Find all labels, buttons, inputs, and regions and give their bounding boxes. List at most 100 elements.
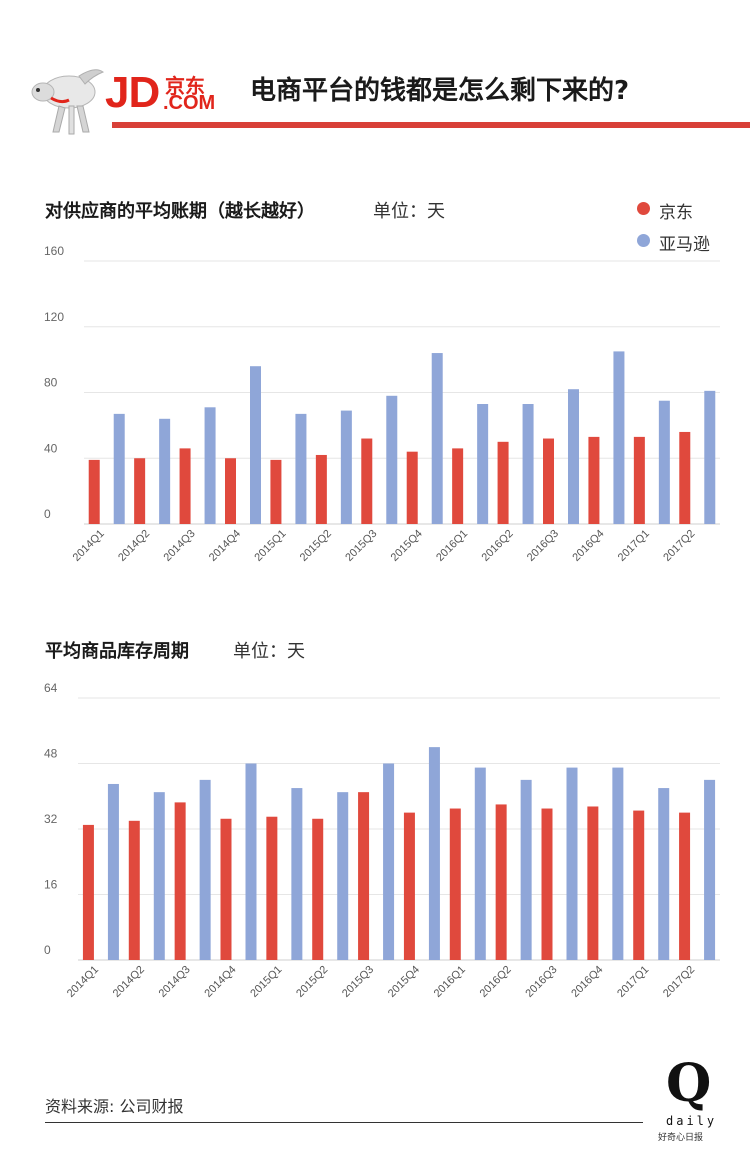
x-tick-label: 2016Q2 <box>478 964 514 1000</box>
bar-amazon <box>245 763 257 960</box>
legend-label-jd: 京东 <box>659 203 693 223</box>
y-tick-label: 0 <box>44 507 51 521</box>
bar-amazon <box>153 792 165 960</box>
bar-jd <box>174 802 186 960</box>
header-divider <box>112 122 750 128</box>
y-tick-label: 160 <box>44 244 64 258</box>
logo-cn-text: 京东 <box>165 74 205 98</box>
bar-amazon <box>337 792 349 960</box>
x-tick-label: 2017Q2 <box>661 964 697 1000</box>
bar-jd <box>225 458 236 524</box>
bar-amazon <box>568 389 579 524</box>
bar-amazon <box>704 390 716 524</box>
qdaily-logo: Q daily 好奇心日报 <box>652 1053 714 1148</box>
bar-jd <box>449 808 461 960</box>
bar-jd <box>266 816 278 960</box>
bar-jd <box>633 436 645 524</box>
y-tick-label: 0 <box>44 943 51 957</box>
bar-amazon <box>477 404 489 524</box>
x-tick-label: 2014Q1 <box>65 964 101 1000</box>
bar-jd <box>588 436 600 524</box>
bar-jd <box>403 812 415 960</box>
bar-amazon <box>474 767 486 960</box>
brand-cn-text: 好奇心日报 <box>658 1133 704 1143</box>
bar-amazon <box>612 767 624 960</box>
bar-jd <box>497 441 509 524</box>
y-tick-label: 16 <box>44 878 58 892</box>
chart-inventory-days: 0 16 32 48 64 2014Q1 2014Q2 2014Q3 2014Q4 2015Q1 2… <box>44 681 720 1000</box>
bar-amazon <box>658 400 670 524</box>
x-tick-label: 2016Q1 <box>432 964 468 1000</box>
bar-jd <box>128 820 140 960</box>
page-title: 电商平台的钱都是怎么剩下来的? <box>250 76 630 106</box>
x-tick-label: 2016Q4 <box>569 964 605 1000</box>
bar-amazon <box>250 366 261 524</box>
legend-dot-jd <box>637 202 650 215</box>
bar-amazon <box>295 413 307 524</box>
y-tick-label: 64 <box>44 681 58 695</box>
bar-jd <box>679 431 691 524</box>
bar-amazon <box>386 395 398 524</box>
legend-label-amazon: 亚马逊 <box>659 235 710 255</box>
brand-daily-text: daily <box>666 1114 718 1128</box>
bar-jd <box>220 818 232 960</box>
bar-jd <box>358 792 370 960</box>
bar-jd <box>179 448 191 524</box>
bar-jd <box>82 824 94 960</box>
chart1-unit: 单位：天 <box>373 201 445 222</box>
bar-jd <box>495 804 507 960</box>
bar-amazon <box>159 418 171 524</box>
bar-amazon <box>383 763 395 960</box>
x-tick-label: 2015Q2 <box>294 964 330 1000</box>
bar-amazon <box>704 779 716 960</box>
bar-jd <box>134 458 146 524</box>
bar-jd <box>312 818 324 960</box>
y-tick-label: 80 <box>44 376 58 390</box>
y-tick-label: 120 <box>44 310 64 324</box>
chart2-title: 平均商品库存周期 <box>45 641 189 662</box>
x-tick-label: 2014Q4 <box>202 964 238 1000</box>
source-note: 资料来源: 公司财报 <box>45 1097 184 1116</box>
bar-amazon <box>428 747 440 960</box>
bar-amazon <box>520 779 532 960</box>
bar-amazon <box>107 783 119 960</box>
bar-amazon <box>613 351 625 524</box>
bar-jd <box>406 451 418 524</box>
bar-amazon <box>199 779 211 960</box>
bar-amazon <box>204 407 216 524</box>
bar-jd <box>361 438 373 524</box>
bar-jd <box>543 438 554 524</box>
x-tick-label: 2015Q1 <box>248 964 284 1000</box>
x-tick-label: 2016Q3 <box>523 964 559 1000</box>
bar-amazon <box>522 404 534 524</box>
x-tick-label: 2015Q3 <box>340 964 376 1000</box>
bar-amazon <box>658 788 670 960</box>
y-tick-label: 32 <box>44 812 58 826</box>
bar-amazon <box>340 410 352 524</box>
bar-amazon <box>566 767 578 960</box>
bar-jd <box>587 806 599 960</box>
footer-divider <box>45 1122 643 1123</box>
bar-jd <box>315 454 327 524</box>
y-tick-label: 40 <box>44 441 58 455</box>
chart1-title: 对供应商的平均账期（越长越好） <box>45 201 315 222</box>
bar-jd <box>541 808 553 960</box>
bar-amazon <box>113 413 125 524</box>
logo-com-text: .COM <box>163 92 216 114</box>
x-tick-label: 2017Q1 <box>615 964 651 1000</box>
y-tick-label: 48 <box>44 747 58 761</box>
header: JD 京东 .COM 电商平台的钱都是怎么剩下来的? <box>0 0 750 135</box>
bar-jd <box>270 459 282 524</box>
bar-jd <box>633 810 645 960</box>
jd-dog-mascot-icon <box>31 69 105 135</box>
bar-amazon <box>431 353 443 524</box>
legend-dot-amazon <box>637 234 650 247</box>
brand-q-text: Q <box>666 1053 712 1114</box>
bar-jd <box>452 448 464 524</box>
x-tick-label: 2015Q4 <box>386 964 422 1000</box>
bar-jd <box>88 459 100 524</box>
logo-jd-text: JD <box>105 68 160 117</box>
x-tick-label: 2014Q3 <box>157 964 193 1000</box>
bar-amazon <box>291 788 303 960</box>
